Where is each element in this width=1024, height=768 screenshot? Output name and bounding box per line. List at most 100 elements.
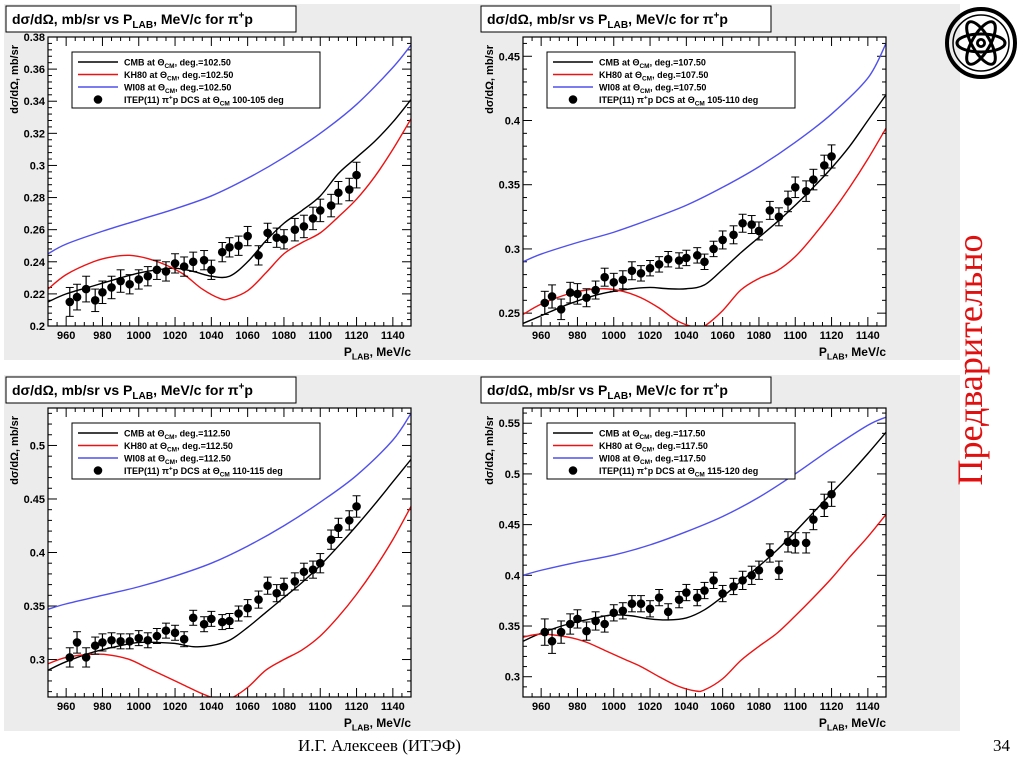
- data-point: [107, 283, 116, 292]
- data-point: [738, 576, 747, 585]
- data-point: [315, 558, 325, 568]
- legend-entry: KH80 at ΘCM​, deg.=107.50: [599, 70, 708, 83]
- y-tick-label: 0.22: [24, 289, 45, 301]
- data-point: [65, 297, 75, 307]
- data-point: [125, 279, 134, 289]
- x-tick-label: 960: [532, 330, 550, 342]
- data-point: [170, 628, 180, 638]
- wi08-curve: [48, 44, 411, 255]
- data-point: [334, 523, 343, 533]
- data-point: [556, 305, 566, 314]
- x-tick-label: 1080: [272, 701, 296, 713]
- data-point: [116, 276, 125, 286]
- data-point: [326, 201, 336, 210]
- data-point: [352, 170, 361, 180]
- x-tick-label: 960: [57, 330, 75, 342]
- data-point: [783, 537, 793, 547]
- data-point: [90, 641, 100, 650]
- data-point: [272, 233, 281, 242]
- y-axis-label: dσ/dΩ, mb/sr: [484, 415, 496, 485]
- preliminary-stamp: Предварительно: [924, 190, 1014, 530]
- y-axis-label: dσ/dΩ, mb/sr: [9, 44, 21, 114]
- y-axis-label: dσ/dΩ, mb/sr: [484, 44, 496, 114]
- data-point: [207, 614, 216, 624]
- data-point: [738, 218, 747, 228]
- legend-entry: WI08 at ΘCM​, deg.=107.50: [599, 83, 706, 96]
- x-tick-label: 1100: [783, 701, 807, 713]
- x-tick-label: 1060: [235, 330, 259, 342]
- legend-entry: CMB at ΘCM​, deg.=117.50: [599, 429, 705, 442]
- x-tick-label: 1120: [820, 330, 844, 342]
- x-tick-label: 960: [532, 701, 550, 713]
- data-point: [573, 614, 582, 624]
- data-point: [116, 637, 125, 646]
- data-point: [709, 576, 718, 585]
- y-tick-label: 0.4: [30, 548, 46, 560]
- data-point: [134, 275, 144, 284]
- y-tick-label: 0.36: [24, 64, 45, 76]
- data-point: [90, 296, 100, 305]
- data-point: [636, 269, 646, 278]
- data-point: [199, 619, 209, 629]
- data-point: [72, 638, 82, 647]
- data-point: [556, 627, 566, 637]
- data-point: [134, 633, 144, 643]
- kh80-curve: [48, 118, 411, 301]
- y-tick-label: 0.4: [505, 570, 521, 582]
- data-point: [573, 289, 582, 299]
- data-point: [81, 653, 91, 662]
- data-point: [565, 619, 575, 629]
- legend-entry: WI08 at ΘCM​, deg.=112.50: [124, 454, 231, 467]
- data-point: [790, 182, 800, 192]
- data-point: [170, 259, 180, 268]
- data-point: [600, 272, 609, 282]
- data-point: [344, 185, 354, 194]
- data-point: [225, 243, 234, 252]
- preliminary-stamp-text: Предварительно: [950, 235, 990, 486]
- data-point: [729, 230, 738, 240]
- data-point: [591, 616, 600, 626]
- data-point: [279, 235, 289, 244]
- wi08-curve: [523, 416, 886, 576]
- data-point: [754, 565, 764, 575]
- data-point: [72, 292, 82, 302]
- x-tick-label: 1140: [856, 330, 880, 342]
- data-point: [199, 255, 209, 265]
- data-point: [827, 152, 836, 161]
- x-tick-label: 1140: [381, 701, 405, 713]
- title-box: [5, 5, 297, 33]
- data-point: [279, 582, 289, 592]
- data-point: [682, 588, 691, 597]
- legend-entry: CMB at ΘCM​, deg.=107.50: [599, 58, 706, 71]
- data-point: [636, 599, 646, 609]
- data-point: [692, 593, 702, 602]
- data-point: [344, 516, 354, 525]
- title-box: [5, 376, 297, 404]
- data-point: [143, 271, 153, 281]
- legend-entry: WI08 at ΘCM​, deg.=102.50: [124, 83, 231, 96]
- data-point: [152, 631, 162, 641]
- institute-logo-icon: [944, 6, 1018, 80]
- x-tick-label: 1020: [163, 701, 187, 713]
- data-point: [809, 515, 818, 524]
- data-point: [272, 588, 281, 598]
- chart-title: dσ/dΩ, mb/sr vs PLAB​, MeV/c for π+​p: [487, 10, 728, 31]
- x-tick-label: 1060: [710, 330, 734, 342]
- data-point: [582, 293, 591, 303]
- data-point: [188, 257, 198, 267]
- y-tick-label: 0.24: [24, 257, 46, 269]
- plot-frame: [522, 407, 887, 698]
- chart-title: dσ/dΩ, mb/sr vs PLAB​, MeV/c for π+​p: [12, 10, 253, 31]
- x-axis-label: PLAB​, MeV/c: [344, 345, 411, 360]
- data-point: [618, 275, 628, 285]
- data-point: [819, 501, 829, 510]
- data-point: [819, 161, 829, 170]
- data-point: [645, 263, 655, 273]
- y-tick-label: 0.34: [24, 96, 46, 108]
- chart-svg: dσ/dΩ, mb/sr vs PLAB​, MeV/c for π+​p 960…: [4, 4, 485, 360]
- data-point: [161, 626, 171, 635]
- x-axis-label: PLAB​, MeV/c: [819, 716, 886, 731]
- data-point: [263, 581, 272, 590]
- data-point: [217, 247, 227, 257]
- plot-frame: [47, 407, 412, 698]
